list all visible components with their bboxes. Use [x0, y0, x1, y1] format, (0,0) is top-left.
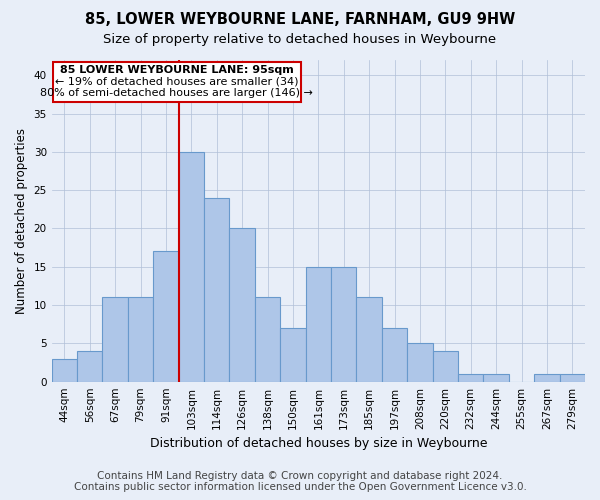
Bar	[458, 374, 484, 382]
Bar	[356, 298, 382, 382]
X-axis label: Distribution of detached houses by size in Weybourne: Distribution of detached houses by size …	[149, 437, 487, 450]
Bar	[407, 344, 433, 382]
Bar	[484, 374, 509, 382]
Text: 85, LOWER WEYBOURNE LANE, FARNHAM, GU9 9HW: 85, LOWER WEYBOURNE LANE, FARNHAM, GU9 9…	[85, 12, 515, 28]
Bar	[560, 374, 585, 382]
Y-axis label: Number of detached properties: Number of detached properties	[15, 128, 28, 314]
Bar	[103, 298, 128, 382]
Bar	[229, 228, 255, 382]
Bar	[534, 374, 560, 382]
Bar	[280, 328, 305, 382]
Bar	[52, 358, 77, 382]
Bar	[77, 351, 103, 382]
Bar	[128, 298, 153, 382]
Bar	[433, 351, 458, 382]
Text: 80% of semi-detached houses are larger (146) →: 80% of semi-detached houses are larger (…	[40, 88, 313, 98]
Bar	[331, 267, 356, 382]
Text: Size of property relative to detached houses in Weybourne: Size of property relative to detached ho…	[103, 32, 497, 46]
Bar	[305, 267, 331, 382]
Bar	[53, 62, 301, 102]
Bar	[153, 252, 179, 382]
Text: ← 19% of detached houses are smaller (34): ← 19% of detached houses are smaller (34…	[55, 76, 298, 86]
Bar	[179, 152, 204, 382]
Bar	[255, 298, 280, 382]
Bar	[204, 198, 229, 382]
Text: 85 LOWER WEYBOURNE LANE: 95sqm: 85 LOWER WEYBOURNE LANE: 95sqm	[60, 64, 293, 74]
Bar	[382, 328, 407, 382]
Text: Contains HM Land Registry data © Crown copyright and database right 2024.
Contai: Contains HM Land Registry data © Crown c…	[74, 471, 526, 492]
